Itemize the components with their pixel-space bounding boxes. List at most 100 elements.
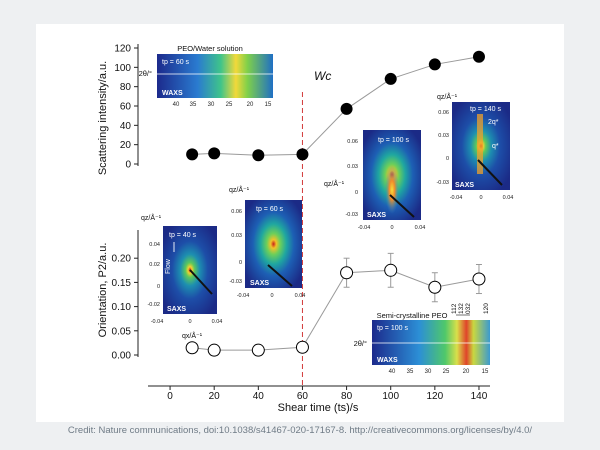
waxs-top-tick: 40 [173,102,180,108]
y-axis-label-top: Scattering intensity/a.u. [97,61,109,175]
saxs-100-beamstop [389,194,415,218]
saxs-40-ytick: 0.04 [149,242,160,248]
saxs-140-tag: SAXS [455,182,474,189]
waxs-inset-top: PEO/Water solution tp = 60 s WAXS 2θ/° 4… [139,44,273,108]
data-point-top [384,72,397,85]
y-tick-label-top: 100 [114,63,131,74]
saxs-40-ytick: -0.02 [147,302,160,308]
data-point-top [252,149,265,162]
waxs-bottom-peak-120: 120 [483,303,490,314]
saxs-140-q2: q* [492,143,499,150]
data-point-bottom [185,341,199,355]
y-tick-label-bottom: 0.10 [112,302,132,313]
data-point-top [428,58,441,71]
waxs-bottom-peak-132: 132 [458,303,465,314]
y-tick-label-top: 80 [120,82,132,93]
saxs-140-ytick: 0 [446,156,449,162]
saxs-100-ytick: 0.03 [347,164,358,170]
y-tick-label-bottom: 0.05 [112,326,132,337]
waxs-top-tp: tp = 60 s [162,59,190,66]
y-tick-label-top: 40 [120,121,132,132]
waxs-top-tick: 20 [247,102,254,108]
data-point-top [472,50,485,63]
saxs-100-streak [385,166,399,214]
saxs-140-streak [477,114,483,174]
waxs-bottom-tick: 15 [482,369,489,375]
x-tick-label: 20 [209,391,221,402]
saxs-40-qz: qz/Å⁻¹ [141,213,162,222]
waxs-bottom-peak-112: 112 [451,303,458,314]
x-axis-label: Shear time (ts)/s [278,402,359,414]
saxs-100-tag: SAXS [367,212,386,219]
saxs-60-ytick: 0.03 [231,233,242,239]
waxs-top-ticks: 40 35 30 25 20 15 [173,102,272,108]
waxs-bottom-axis: 2θ/° [354,339,367,348]
saxs-140-qz: qz/Å⁻¹ [437,92,458,101]
waxs-bottom-tick: 25 [443,369,450,375]
saxs-60-ytick: -0.03 [229,279,242,285]
x-tick-label: 80 [341,391,353,402]
waxs-top-title: PEO/Water solution [177,44,243,53]
waxs-top-image [157,54,273,98]
saxs-40-ytick: 0 [157,284,160,290]
saxs-inset-40: qz/Å⁻¹ tp = 40 s Flow SAXS qx/Å⁻¹ 0.04 0… [141,213,222,340]
x-tick-label: 120 [426,391,443,402]
waxs-bottom-ticks: 40 35 30 25 20 15 [389,369,489,375]
saxs-60-xtick: 0.04 [295,293,306,299]
waxs-top-tag: WAXS [162,90,183,97]
credit-line: Credit: Nature communications, doi:10.10… [67,425,533,436]
saxs-140-ytick: 0.06 [438,110,449,116]
saxs-140-ytick: 0.03 [438,133,449,139]
saxs-100-ytick: 0.06 [347,139,358,145]
y-tick-label-top: 120 [114,44,131,55]
saxs-40-tp: tp = 40 s [169,232,197,239]
saxs-140-xtick: 0.04 [503,195,514,201]
series-line-top [192,56,480,156]
data-point-top [296,148,309,161]
data-point-bottom [340,266,354,280]
y-tick-label-bottom: 0.00 [112,351,132,362]
data-point-top [208,147,221,160]
saxs-60-xtick: 0 [270,293,273,299]
waxs-bottom-peaks: 112 132 032 120 [451,303,490,316]
saxs-inset-60: qz/Å⁻¹ tp = 60 s SAXS 0.06 0.03 0 -0.03 … [229,185,305,299]
y-tick-label-top: 60 [120,102,132,113]
waxs-top-tick: 35 [190,102,197,108]
saxs-inset-100: qz/Å⁻¹ tp = 100 s SAXS 0.06 0.03 0 -0.03… [324,130,425,231]
waxs-top-tick: 15 [265,102,272,108]
y-tick-label-top: 0 [125,160,131,171]
wc-label: Wc [314,69,331,83]
y-tick-label-bottom: 0.20 [112,254,132,265]
saxs-40-ytick: 0.02 [149,262,160,268]
saxs-100-xtick: 0 [390,225,393,231]
y-tick-label-bottom: 0.15 [112,278,132,289]
data-point-top [186,148,199,161]
saxs-60-ytick: 0 [239,260,242,266]
saxs-40-xtick: -0.04 [151,319,164,325]
saxs-40-beamstop [189,269,213,295]
saxs-140-xtick: 0 [479,195,482,201]
data-point-bottom [384,263,398,277]
saxs-60-tag: SAXS [250,280,269,287]
data-point-top [340,102,353,115]
saxs-100-qz: qz/Å⁻¹ [324,179,345,188]
saxs-140-beamstop [477,159,503,186]
saxs-60-qz: qz/Å⁻¹ [229,185,250,194]
x-tick-label: 40 [253,391,265,402]
data-point-bottom [207,343,221,357]
waxs-bottom-image [372,320,490,365]
saxs-140-ytick: -0.03 [436,180,449,186]
saxs-40-qx: qx/Å⁻¹ [182,331,203,340]
y-tick-label-top: 20 [120,140,132,151]
waxs-top-tick: 30 [208,102,215,108]
saxs-140-xtick: -0.04 [450,195,463,201]
x-tick-label: 140 [471,391,488,402]
waxs-top-axis: 2θ/° [139,69,152,78]
saxs-100-ytick: 0 [355,190,358,196]
saxs-100-xtick: 0.04 [415,225,426,231]
saxs-40-xtick: 0.04 [212,319,223,325]
data-point-bottom [472,272,486,286]
waxs-bottom-tag: WAXS [377,357,398,364]
saxs-60-image [245,200,302,288]
